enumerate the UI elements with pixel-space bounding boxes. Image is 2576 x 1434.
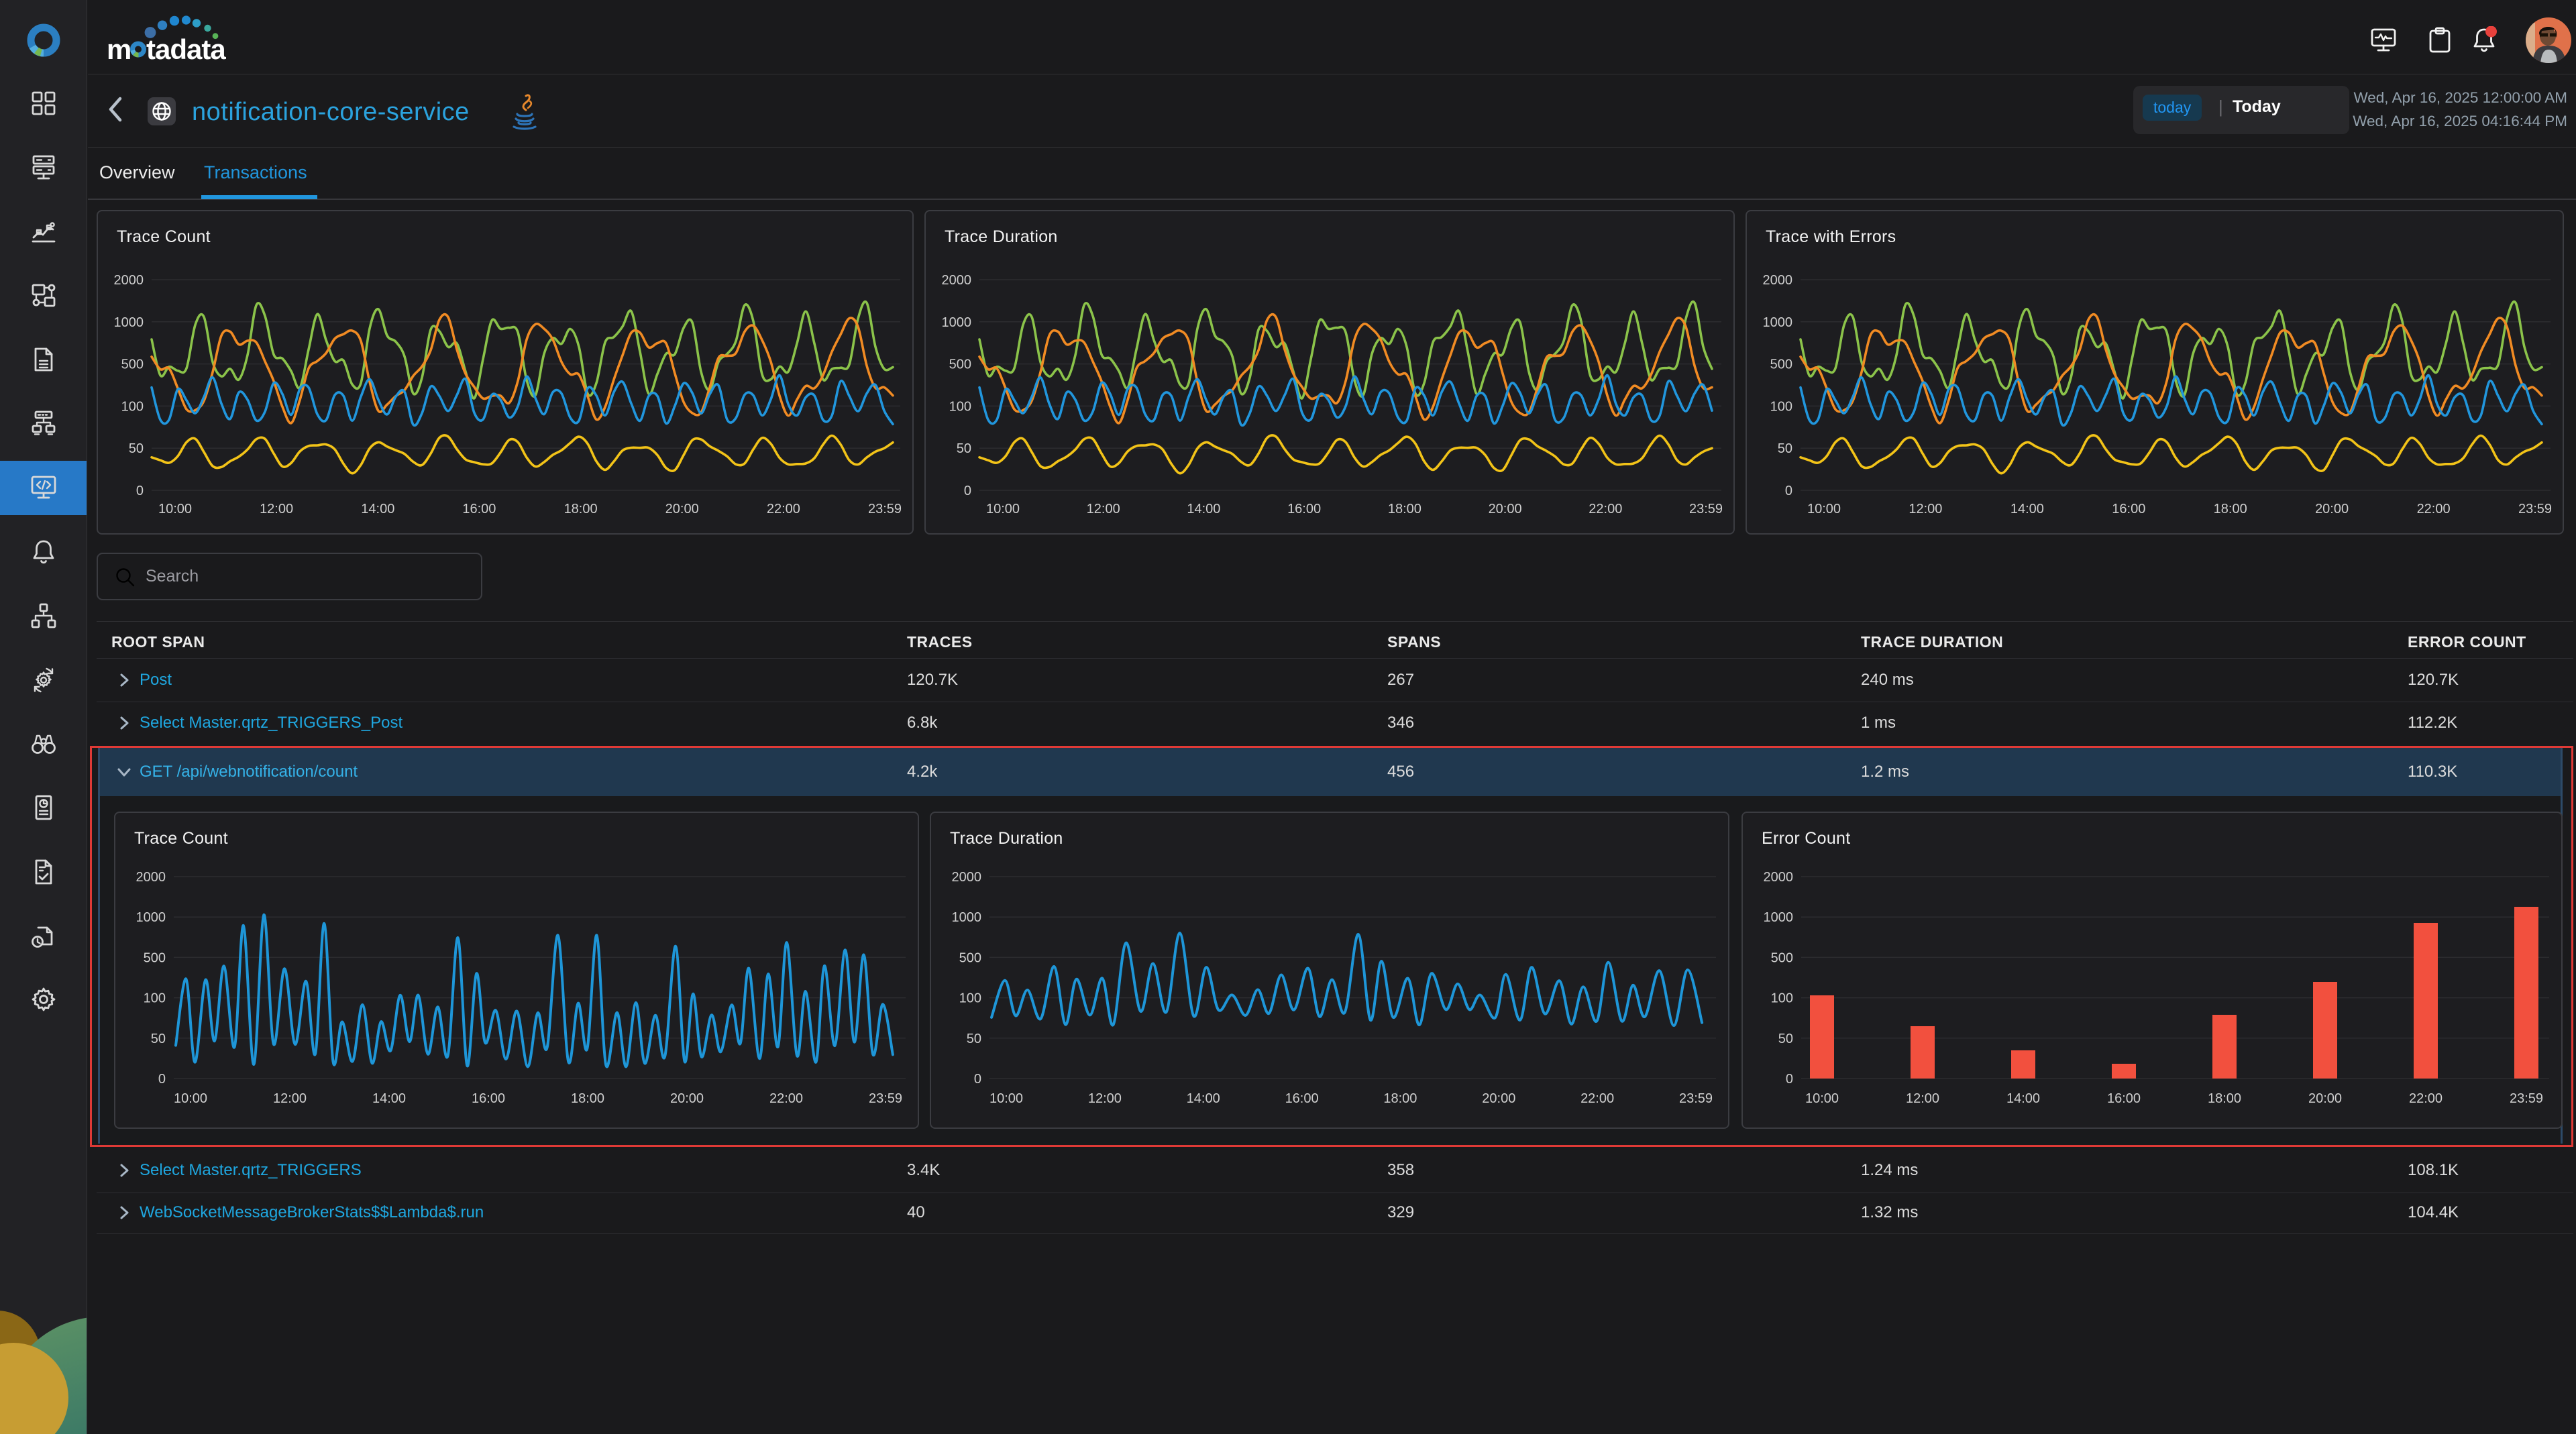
svg-text:2000: 2000 xyxy=(1764,870,1794,885)
svg-text:50: 50 xyxy=(1778,441,1792,456)
svg-text:14:00: 14:00 xyxy=(2006,1091,2040,1106)
svg-text:0: 0 xyxy=(974,1072,981,1087)
svg-text:23:59: 23:59 xyxy=(2510,1091,2543,1106)
svg-text:14:00: 14:00 xyxy=(361,502,394,516)
svg-text:18:00: 18:00 xyxy=(2214,502,2247,516)
svg-text:0: 0 xyxy=(158,1072,166,1087)
svg-text:1000: 1000 xyxy=(114,315,144,330)
svg-text:50: 50 xyxy=(967,1032,981,1046)
svg-text:23:59: 23:59 xyxy=(2518,502,2552,516)
svg-text:1000: 1000 xyxy=(136,910,166,925)
svg-text:0: 0 xyxy=(136,484,144,498)
svg-text:12:00: 12:00 xyxy=(1909,502,1942,516)
svg-text:10:00: 10:00 xyxy=(989,1091,1023,1106)
svg-text:20:00: 20:00 xyxy=(1489,502,1522,516)
svg-text:22:00: 22:00 xyxy=(769,1091,803,1106)
svg-text:14:00: 14:00 xyxy=(372,1091,406,1106)
svg-text:500: 500 xyxy=(1770,357,1792,372)
svg-text:1000: 1000 xyxy=(952,910,982,925)
svg-text:500: 500 xyxy=(949,357,971,372)
svg-text:100: 100 xyxy=(144,991,166,1006)
svg-text:100: 100 xyxy=(959,991,981,1006)
svg-text:100: 100 xyxy=(121,399,144,414)
svg-text:16:00: 16:00 xyxy=(472,1091,505,1106)
svg-text:2000: 2000 xyxy=(942,273,972,288)
svg-text:23:59: 23:59 xyxy=(1689,502,1723,516)
svg-text:100: 100 xyxy=(949,399,971,414)
svg-text:20:00: 20:00 xyxy=(2308,1091,2342,1106)
svg-text:m: m xyxy=(107,34,131,65)
svg-text:1000: 1000 xyxy=(1764,910,1794,925)
svg-text:20:00: 20:00 xyxy=(665,502,699,516)
svg-text:50: 50 xyxy=(1778,1032,1793,1046)
svg-text:10:00: 10:00 xyxy=(174,1091,207,1106)
svg-text:12:00: 12:00 xyxy=(260,502,293,516)
svg-text:10:00: 10:00 xyxy=(986,502,1020,516)
svg-text:14:00: 14:00 xyxy=(1187,502,1220,516)
svg-text:500: 500 xyxy=(1771,950,1793,965)
svg-text:23:59: 23:59 xyxy=(868,502,902,516)
svg-text:500: 500 xyxy=(959,950,981,965)
svg-text:20:00: 20:00 xyxy=(670,1091,704,1106)
svg-text:18:00: 18:00 xyxy=(1388,502,1421,516)
svg-text:10:00: 10:00 xyxy=(1805,1091,1839,1106)
svg-text:50: 50 xyxy=(957,441,971,456)
svg-text:22:00: 22:00 xyxy=(1589,502,1622,516)
svg-text:50: 50 xyxy=(129,441,144,456)
svg-text:22:00: 22:00 xyxy=(2409,1091,2443,1106)
svg-text:2000: 2000 xyxy=(1763,273,1793,288)
svg-text:20:00: 20:00 xyxy=(1482,1091,1515,1106)
svg-text:22:00: 22:00 xyxy=(2417,502,2451,516)
svg-text:100: 100 xyxy=(1770,399,1792,414)
svg-text:12:00: 12:00 xyxy=(273,1091,307,1106)
svg-text:16:00: 16:00 xyxy=(1285,1091,1319,1106)
svg-text:20:00: 20:00 xyxy=(2315,502,2349,516)
svg-text:500: 500 xyxy=(121,357,144,372)
svg-text:50: 50 xyxy=(151,1032,166,1046)
svg-text:tadata: tadata xyxy=(146,34,226,65)
svg-text:10:00: 10:00 xyxy=(158,502,192,516)
svg-text:500: 500 xyxy=(144,950,166,965)
svg-text:12:00: 12:00 xyxy=(1906,1091,1939,1106)
svg-text:18:00: 18:00 xyxy=(2208,1091,2241,1106)
svg-text:23:59: 23:59 xyxy=(869,1091,902,1106)
svg-text:0: 0 xyxy=(1786,1072,1793,1087)
svg-text:1000: 1000 xyxy=(1763,315,1793,330)
svg-text:0: 0 xyxy=(964,484,971,498)
svg-text:16:00: 16:00 xyxy=(2107,1091,2141,1106)
svg-text:12:00: 12:00 xyxy=(1088,1091,1122,1106)
svg-text:100: 100 xyxy=(1771,991,1793,1006)
svg-text:16:00: 16:00 xyxy=(2112,502,2145,516)
svg-text:18:00: 18:00 xyxy=(564,502,598,516)
svg-text:0: 0 xyxy=(1785,484,1792,498)
svg-text:2000: 2000 xyxy=(114,273,144,288)
svg-text:16:00: 16:00 xyxy=(462,502,496,516)
svg-text:14:00: 14:00 xyxy=(2010,502,2044,516)
svg-text:18:00: 18:00 xyxy=(571,1091,604,1106)
svg-text:2000: 2000 xyxy=(136,870,166,885)
svg-text:2000: 2000 xyxy=(952,870,982,885)
svg-text:22:00: 22:00 xyxy=(1580,1091,1614,1106)
svg-text:1000: 1000 xyxy=(942,315,972,330)
svg-text:12:00: 12:00 xyxy=(1087,502,1120,516)
svg-text:16:00: 16:00 xyxy=(1287,502,1321,516)
svg-text:23:59: 23:59 xyxy=(1679,1091,1713,1106)
svg-text:18:00: 18:00 xyxy=(1383,1091,1417,1106)
svg-text:14:00: 14:00 xyxy=(1187,1091,1220,1106)
svg-text:10:00: 10:00 xyxy=(1807,502,1841,516)
svg-text:22:00: 22:00 xyxy=(767,502,800,516)
